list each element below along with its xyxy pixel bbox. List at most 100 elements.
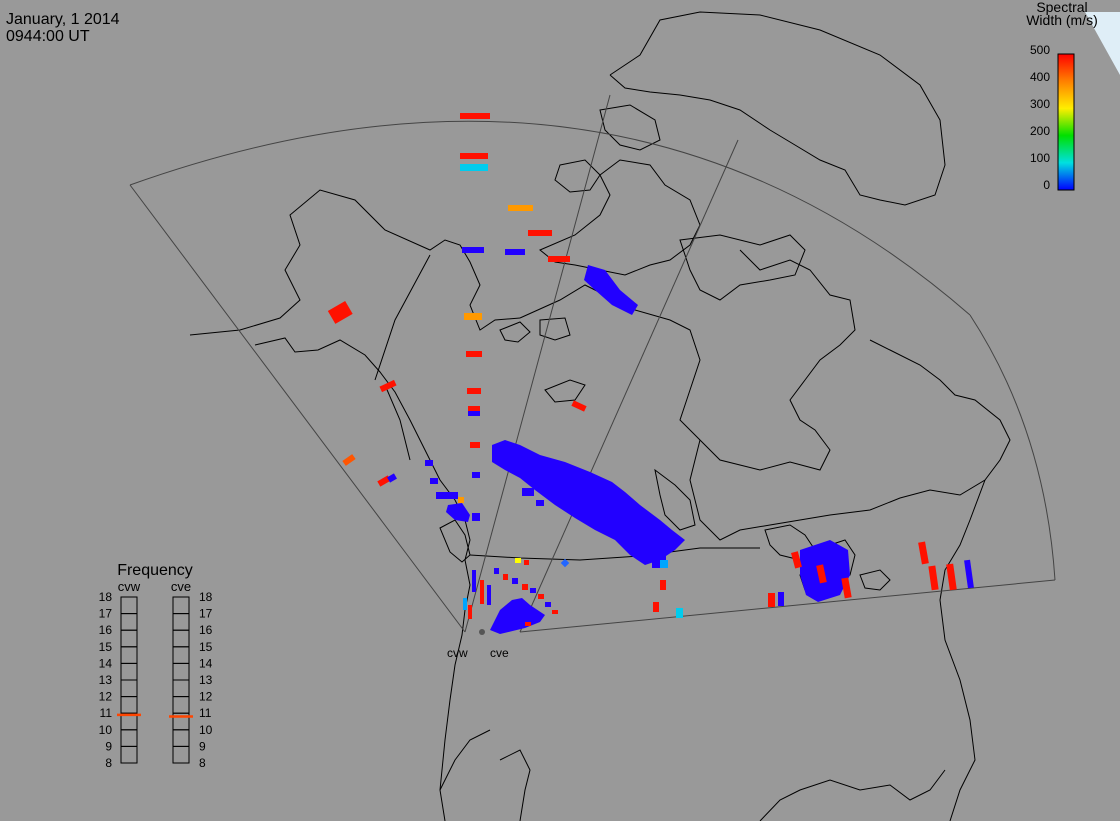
echo-cell (460, 164, 488, 171)
echo-cell (460, 153, 488, 159)
echo-cell (536, 500, 544, 506)
frequency-tick-left: 11 (100, 706, 113, 720)
echo-cell (545, 602, 551, 607)
backscatter-echoes (327, 113, 974, 634)
frequency-tick-right: 18 (199, 590, 213, 604)
echo-cell (512, 578, 518, 584)
echo-cell (460, 113, 490, 119)
time-label: 0944:00 UT (6, 28, 90, 45)
echo-cell (377, 475, 391, 487)
echo-cell (503, 574, 508, 580)
echo-cell (468, 605, 472, 619)
echo-cell (552, 610, 558, 614)
frequency-cell (172, 745, 190, 764)
echo-cell (446, 503, 470, 522)
colorbar-title-line1: Spectral (1036, 0, 1087, 15)
frequency-tick-right: 16 (199, 623, 213, 637)
echo-cell (524, 560, 529, 565)
frequency-tick-right: 12 (199, 690, 213, 704)
frequency-radar-cve: cve (171, 579, 191, 594)
echo-cell (463, 598, 467, 610)
echo-cell (468, 406, 480, 411)
frequency-tick-left: 13 (99, 673, 113, 687)
colorbar-tick: 300 (1030, 97, 1050, 111)
echo-cell (342, 454, 356, 466)
frequency-tick-left: 16 (99, 623, 113, 637)
echo-cell (841, 577, 852, 599)
echo-cell (560, 558, 570, 568)
colorbar-tick: 0 (1043, 178, 1050, 192)
echo-cell (660, 560, 668, 568)
frequency-panel: Frequency cvw cve 18 18 17 17 16 16 15 15 14 14 13… (99, 562, 213, 770)
frequency-tick-right: 14 (199, 656, 213, 670)
radar-label-cvw: cvw (447, 646, 468, 660)
echo-cell (522, 488, 534, 496)
coastlines (189, 11, 1011, 821)
echo-cell (436, 492, 458, 499)
echo-cell (778, 592, 784, 606)
echo-cell (425, 460, 433, 466)
colorbar-tick: 100 (1030, 151, 1050, 165)
frequency-radar-cvw: cvw (118, 579, 141, 594)
echo-cell (466, 351, 482, 357)
echo-cell (508, 205, 533, 211)
colorbar-tick: 400 (1030, 70, 1050, 84)
frequency-tick-left: 14 (99, 656, 113, 670)
frequency-tick-right: 17 (199, 607, 213, 621)
echo-cell (515, 558, 521, 563)
echo-cell (387, 473, 397, 483)
echo-cell (430, 478, 438, 484)
echo-cell (470, 442, 480, 448)
frequency-tick-right: 11 (199, 706, 212, 720)
echo-cell (494, 568, 499, 574)
frequency-tick-right: 10 (199, 723, 213, 737)
echo-near-fan (490, 598, 545, 634)
frequency-tick-left: 18 (99, 590, 113, 604)
echo-cell (584, 265, 638, 315)
echo-cell (548, 256, 570, 262)
echo-cell (660, 580, 666, 590)
frequency-tick-left: 15 (99, 640, 113, 654)
echo-cell (472, 513, 480, 521)
echo-cell (528, 230, 552, 236)
echo-cell (472, 472, 480, 478)
echo-cell (472, 570, 476, 592)
echo-cell (964, 559, 974, 589)
frequency-tick-left: 12 (99, 690, 113, 704)
echo-cell (505, 249, 525, 255)
echo-cell (458, 497, 464, 503)
echo-cell (379, 379, 397, 393)
echo-cell (467, 388, 481, 394)
frequency-cell (120, 745, 138, 764)
echo-cell (464, 313, 482, 320)
frequency-tick-left: 17 (99, 607, 113, 621)
frequency-title: Frequency (117, 562, 193, 579)
echo-cell (525, 622, 531, 626)
frequency-scale: 18 18 17 17 16 16 15 15 14 14 13 13 12 12 11 11 10 10 9 9 8 8 (99, 590, 213, 770)
echo-cell (653, 602, 659, 612)
echo-cell (468, 411, 480, 416)
colorbar-gradient (1057, 53, 1075, 191)
echo-cell (918, 541, 929, 565)
echo-cell (928, 565, 939, 591)
colorbar-tick: 500 (1030, 43, 1050, 57)
echo-cell (327, 300, 353, 324)
echo-cell (768, 593, 775, 607)
echo-cell (462, 247, 484, 253)
map-corner-fill (1085, 12, 1120, 75)
date-label: January, 1 2014 (6, 11, 120, 28)
frequency-tick-right: 8 (199, 756, 206, 770)
colorbar-tick: 200 (1030, 124, 1050, 138)
echo-cell (530, 588, 536, 593)
echo-band (492, 440, 685, 565)
frequency-tick-left: 10 (99, 723, 113, 737)
radar-site-marker (479, 629, 485, 635)
echo-cell (538, 594, 544, 599)
frequency-tick-left: 9 (105, 739, 112, 753)
frequency-tick-right: 9 (199, 739, 206, 753)
echo-cell (571, 400, 587, 412)
echo-cluster-great-lakes (800, 540, 850, 602)
echo-cell (487, 585, 491, 605)
